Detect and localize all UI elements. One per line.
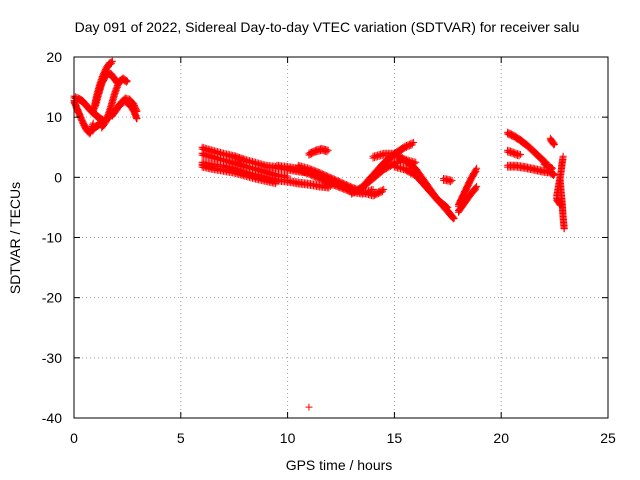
series-arc-29	[553, 194, 565, 209]
data-point-arc-17	[449, 215, 457, 223]
data-point-arc-5	[112, 86, 120, 94]
x-tick-label: 10	[280, 430, 296, 446]
axis-ticks	[73, 56, 609, 419]
series-arc-25	[540, 158, 556, 173]
data-point-arc-19	[448, 176, 456, 184]
data-point-arc-5	[113, 83, 121, 91]
data-point-arc-14	[323, 148, 331, 156]
tick-labels: 0 5 10 15 20 25 -40 -30 -20 -10 0 10 20	[42, 49, 616, 446]
data-point-arc-23	[516, 150, 524, 158]
data-point-arc-14	[324, 146, 332, 154]
data-point-arc-20	[473, 164, 481, 172]
y-tick-label: 0	[54, 169, 62, 185]
data-point-arc-5	[111, 91, 119, 99]
data-point-arc-20	[471, 169, 479, 177]
x-tick-label: 20	[493, 430, 509, 446]
y-tick-label: 20	[46, 49, 62, 65]
data-point-arc-5	[111, 89, 119, 97]
grid-lines	[74, 57, 608, 418]
data-point-arc-16	[412, 158, 420, 166]
data-point-arc-18	[444, 203, 452, 211]
y-tick-label: 10	[46, 109, 62, 125]
series-arc-14	[305, 144, 332, 159]
data-point-arc-5	[114, 82, 122, 90]
data-point-arc-21	[473, 182, 481, 190]
data-point-arc-29	[556, 201, 564, 209]
x-axis-label: GPS time / hours	[286, 457, 393, 473]
series-arc-28	[556, 173, 568, 233]
data-point-arc-5	[113, 85, 121, 93]
x-tick-label: 0	[70, 430, 78, 446]
series-arc-4	[91, 68, 122, 111]
data-point-arc-26	[549, 140, 557, 148]
data-point-arc-24	[550, 171, 558, 179]
data-point-arc-5	[123, 77, 131, 85]
data-point-arc-25	[548, 164, 556, 172]
data-point-arc-20	[472, 167, 480, 175]
data-point-arc-5	[112, 88, 120, 96]
y-tick-label: -30	[42, 350, 62, 366]
series-outlier	[305, 403, 313, 411]
data-point-arc-11	[271, 180, 279, 188]
data-point-arc-26	[550, 141, 558, 149]
data-point-arc-23	[515, 152, 523, 160]
y-tick-label: -20	[42, 290, 62, 306]
data-point-arc-15	[410, 138, 418, 146]
data-point-arc-19	[447, 178, 455, 186]
x-tick-label: 5	[177, 430, 185, 446]
chart-title: Day 091 of 2022, Sidereal Day-to-day VTE…	[75, 19, 580, 35]
x-tick-label: 25	[600, 430, 616, 446]
data-point-arc-3	[108, 57, 116, 65]
series-arc-18	[390, 161, 452, 212]
series-arc-7	[108, 96, 141, 123]
data-point-arc-5	[122, 78, 130, 86]
series-arc-26	[546, 134, 559, 149]
data-points-layer	[70, 57, 568, 411]
data-point-arc-27	[559, 152, 567, 160]
y-tick-label: -40	[42, 410, 62, 426]
series-arc-21	[454, 182, 481, 216]
data-point-arc-24	[551, 170, 559, 178]
data-point-outlier	[305, 403, 313, 411]
data-point-arc-11	[273, 178, 281, 186]
y-axis-label: SDTVAR / TECUs	[7, 182, 23, 294]
data-point-arc-25	[547, 165, 555, 173]
series-arc-19	[440, 175, 456, 186]
data-point-arc-13	[380, 185, 388, 193]
series-arc-13	[294, 161, 388, 200]
series-arc-11	[198, 161, 281, 188]
data-point-arc-26	[551, 140, 559, 148]
x-tick-label: 15	[387, 430, 403, 446]
series-arc-5	[98, 74, 131, 132]
data-point-arc-28	[560, 224, 568, 232]
series-arc-24	[504, 161, 559, 179]
data-point-arc-29	[557, 200, 565, 208]
data-point-arc-17	[450, 214, 458, 222]
data-point-arc-18	[443, 204, 451, 212]
series-arc-23	[504, 146, 524, 160]
data-point-arc-7	[133, 114, 141, 122]
y-tick-label: -10	[42, 230, 62, 246]
